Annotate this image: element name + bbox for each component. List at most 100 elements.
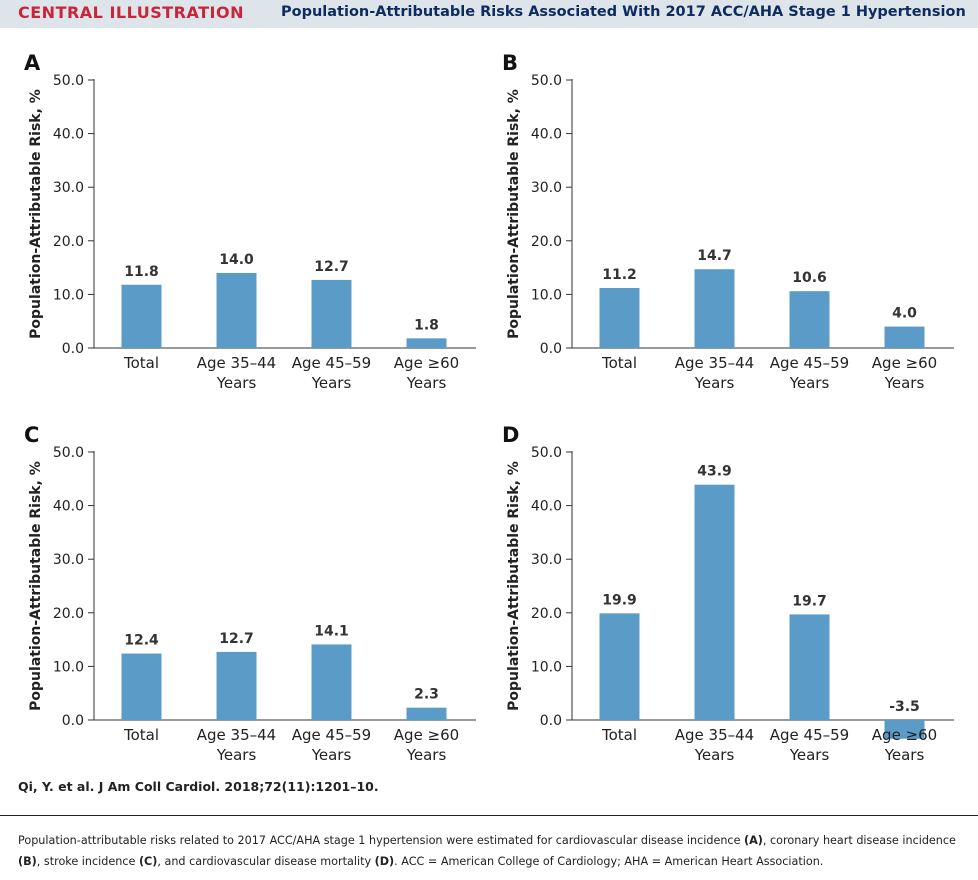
y-tick-label-c-5: 50.0 (53, 445, 84, 461)
y-tick-label-b-5: 50.0 (531, 73, 562, 89)
header-label: CENTRAL ILLUSTRATION (18, 3, 244, 22)
category-label-a-3-1: Years (406, 374, 447, 392)
y-tick-label-d-0: 0.0 (540, 713, 562, 729)
bar-a-1 (216, 272, 257, 348)
category-label-a-2-1: Years (311, 374, 352, 392)
value-label-c-0: 12.4 (124, 633, 159, 649)
bar-b-2 (789, 291, 830, 348)
category-label-b-0: Total (601, 354, 637, 372)
category-label-c-2-1: Years (311, 746, 352, 764)
y-tick-label-b-4: 40.0 (531, 127, 562, 143)
caption-ref-c: (C) (138, 855, 158, 868)
citation: Qi, Y. et al. J Am Coll Cardiol. 2018;72… (18, 779, 379, 794)
category-label-b-2-1: Years (789, 374, 830, 392)
y-tick-label-a-2: 20.0 (53, 234, 84, 250)
divider (0, 815, 978, 816)
y-tick-label-a-1: 10.0 (53, 287, 84, 303)
bar-c-0 (121, 653, 162, 720)
bar-d-0 (599, 613, 640, 720)
caption-ref-d: (D) (374, 855, 395, 868)
value-label-a-3: 1.8 (414, 317, 439, 333)
category-label-d-3-1: Years (884, 746, 925, 764)
category-label-d-3-0: Age ≥60 (872, 726, 937, 744)
value-label-a-1: 14.0 (219, 252, 254, 268)
value-label-b-0: 11.2 (602, 267, 637, 283)
category-label-a-3-0: Age ≥60 (394, 354, 459, 372)
y-tick-label-a-3: 30.0 (53, 180, 84, 196)
panel-letter-c: C (24, 423, 39, 447)
bar-b-1 (694, 269, 735, 348)
panel-letter-d: D (502, 423, 519, 447)
category-label-a-1-1: Years (216, 374, 257, 392)
y-tick-label-c-1: 10.0 (53, 659, 84, 675)
category-label-b-1-1: Years (694, 374, 735, 392)
panel-letter-b: B (502, 51, 518, 75)
y-tick-label-d-2: 20.0 (531, 606, 562, 622)
y-tick-label-a-5: 50.0 (53, 73, 84, 89)
value-label-d-2: 19.7 (792, 593, 827, 609)
bar-a-0 (121, 284, 162, 348)
figure-caption: Population-attributable risks related to… (18, 830, 968, 872)
header-title: Population-Attributable Risks Associated… (281, 4, 966, 20)
category-label-d-2-1: Years (789, 746, 830, 764)
category-label-a-0: Total (123, 354, 159, 372)
caption-text-5: . ACC = American College of Cardiology; … (394, 855, 824, 868)
value-label-c-1: 12.7 (219, 631, 254, 647)
bar-d-1 (694, 484, 735, 720)
caption-text-1: Population-attributable risks related to… (18, 834, 745, 847)
panel-letter-a: A (24, 51, 41, 75)
bar-a-2 (311, 279, 352, 348)
y-tick-label-a-0: 0.0 (62, 341, 84, 357)
header-bar: CENTRAL ILLUSTRATION Population-Attribut… (0, 0, 978, 28)
y-tick-label-d-1: 10.0 (531, 659, 562, 675)
y-tick-label-d-3: 30.0 (531, 552, 562, 568)
bar-d-2 (789, 614, 830, 720)
category-label-c-3-1: Years (406, 746, 447, 764)
category-label-a-2-0: Age 45–59 (292, 354, 371, 372)
bar-c-2 (311, 644, 352, 720)
value-label-b-3: 4.0 (892, 306, 917, 322)
category-label-b-2-0: Age 45–59 (770, 354, 849, 372)
y-axis-label-b: Population-Attributable Risk, % (506, 89, 522, 339)
category-label-c-3-0: Age ≥60 (394, 726, 459, 744)
category-label-b-3-1: Years (884, 374, 925, 392)
y-tick-label-c-2: 20.0 (53, 606, 84, 622)
y-tick-label-b-2: 20.0 (531, 234, 562, 250)
y-tick-label-b-3: 30.0 (531, 180, 562, 196)
category-label-d-1-0: Age 35–44 (675, 726, 754, 744)
caption-text-2: , coronary heart disease incidence (762, 834, 956, 847)
y-axis-label-c: Population-Attributable Risk, % (28, 461, 44, 711)
value-label-d-0: 19.9 (602, 592, 637, 608)
y-tick-label-c-0: 0.0 (62, 713, 84, 729)
category-label-c-1-0: Age 35–44 (197, 726, 276, 744)
y-tick-label-d-4: 40.0 (531, 499, 562, 515)
value-label-b-1: 14.7 (697, 248, 732, 264)
y-tick-label-b-1: 10.0 (531, 287, 562, 303)
y-axis-label-d: Population-Attributable Risk, % (506, 461, 522, 711)
caption-ref-a: (A) (744, 834, 763, 847)
category-label-a-1-0: Age 35–44 (197, 354, 276, 372)
y-tick-label-d-5: 50.0 (531, 445, 562, 461)
charts-figure: A Population-Attributable Risk, % 0.0 10.0 2… (24, 51, 954, 764)
bar-d-3 (884, 720, 925, 739)
category-label-c-2-0: Age 45–59 (292, 726, 371, 744)
bar-b-3 (884, 326, 925, 348)
category-label-b-1-0: Age 35–44 (675, 354, 754, 372)
y-tick-label-c-3: 30.0 (53, 552, 84, 568)
value-label-c-3: 2.3 (414, 687, 439, 703)
category-label-b-3-0: Age ≥60 (872, 354, 937, 372)
caption-text-3: , stroke incidence (36, 855, 139, 868)
bar-c-3 (406, 707, 447, 720)
category-label-c-1-1: Years (216, 746, 257, 764)
category-label-d-0: Total (601, 726, 637, 744)
bar-b-0 (599, 287, 640, 348)
value-label-a-0: 11.8 (124, 264, 159, 280)
category-label-d-1-1: Years (694, 746, 735, 764)
caption-text-4: , and cardiovascular disease mortality (157, 855, 375, 868)
value-label-b-2: 10.6 (792, 270, 827, 286)
y-tick-label-a-4: 40.0 (53, 127, 84, 143)
y-tick-label-b-0: 0.0 (540, 341, 562, 357)
value-label-d-1: 43.9 (697, 464, 732, 480)
value-label-c-2: 14.1 (314, 623, 349, 639)
value-label-d-3: -3.5 (889, 699, 920, 715)
